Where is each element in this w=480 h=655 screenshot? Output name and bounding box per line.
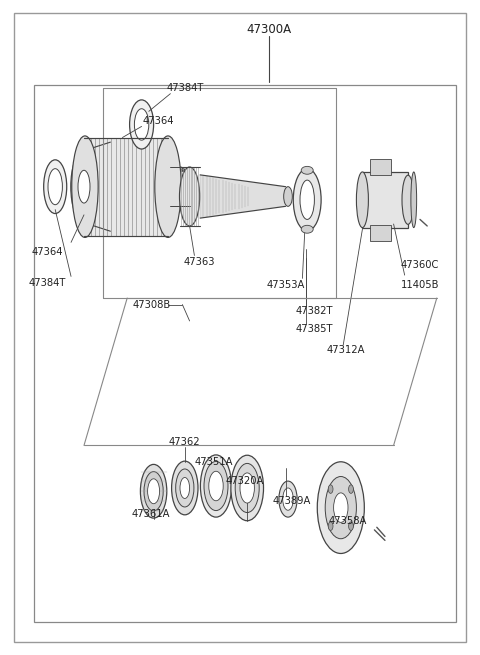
Text: 47360C: 47360C [401,260,439,271]
Text: 47312A: 47312A [326,345,365,356]
Ellipse shape [148,479,159,504]
Text: A: A [165,156,184,172]
Text: 47364: 47364 [31,247,63,257]
Text: 47382T: 47382T [296,306,333,316]
Ellipse shape [279,481,297,517]
Text: 47384T: 47384T [28,278,66,288]
Text: 47363: 47363 [183,257,215,267]
Text: 47320A: 47320A [226,476,264,487]
Ellipse shape [209,472,223,500]
Bar [34,85,456,622]
Text: 11405B: 11405B [401,280,439,290]
Ellipse shape [356,172,369,228]
Ellipse shape [44,160,67,214]
Polygon shape [200,175,286,218]
Text: 47389A: 47389A [273,496,311,506]
Ellipse shape [71,151,97,223]
Ellipse shape [235,464,259,512]
Text: 47358A: 47358A [329,515,367,526]
Ellipse shape [300,180,314,219]
Ellipse shape [176,469,194,507]
Ellipse shape [348,522,353,531]
Ellipse shape [155,136,181,238]
Ellipse shape [402,176,414,224]
Ellipse shape [140,464,167,518]
Ellipse shape [231,455,264,521]
Text: 47351A: 47351A [194,457,233,467]
Ellipse shape [301,166,313,174]
Ellipse shape [144,472,163,511]
Ellipse shape [170,167,190,206]
Ellipse shape [328,485,333,493]
Ellipse shape [328,522,333,531]
Ellipse shape [348,485,353,493]
Ellipse shape [201,455,231,517]
Ellipse shape [204,461,228,511]
Ellipse shape [325,477,356,538]
Ellipse shape [72,136,98,238]
Bar [370,225,391,241]
Ellipse shape [180,477,190,498]
Text: 47384T: 47384T [166,83,204,94]
Ellipse shape [240,473,254,503]
Text: 47362: 47362 [169,437,201,447]
Ellipse shape [283,488,293,510]
Text: 47308B: 47308B [132,299,170,310]
Ellipse shape [180,167,200,226]
Ellipse shape [130,100,154,149]
Text: 47364: 47364 [143,116,174,126]
Ellipse shape [293,169,321,231]
Text: 47353A: 47353A [266,280,305,290]
Ellipse shape [301,225,313,233]
Text: 47361A: 47361A [132,509,170,519]
Text: 47385T: 47385T [296,324,333,334]
Ellipse shape [172,461,198,515]
Bar [84,138,168,236]
Ellipse shape [78,170,90,203]
Ellipse shape [334,493,348,523]
Ellipse shape [134,109,149,140]
Ellipse shape [48,169,62,204]
Text: 47300A: 47300A [246,23,291,36]
Ellipse shape [411,172,417,228]
Ellipse shape [317,462,364,553]
Bar [370,159,391,175]
Bar [362,172,408,228]
Ellipse shape [284,187,292,206]
